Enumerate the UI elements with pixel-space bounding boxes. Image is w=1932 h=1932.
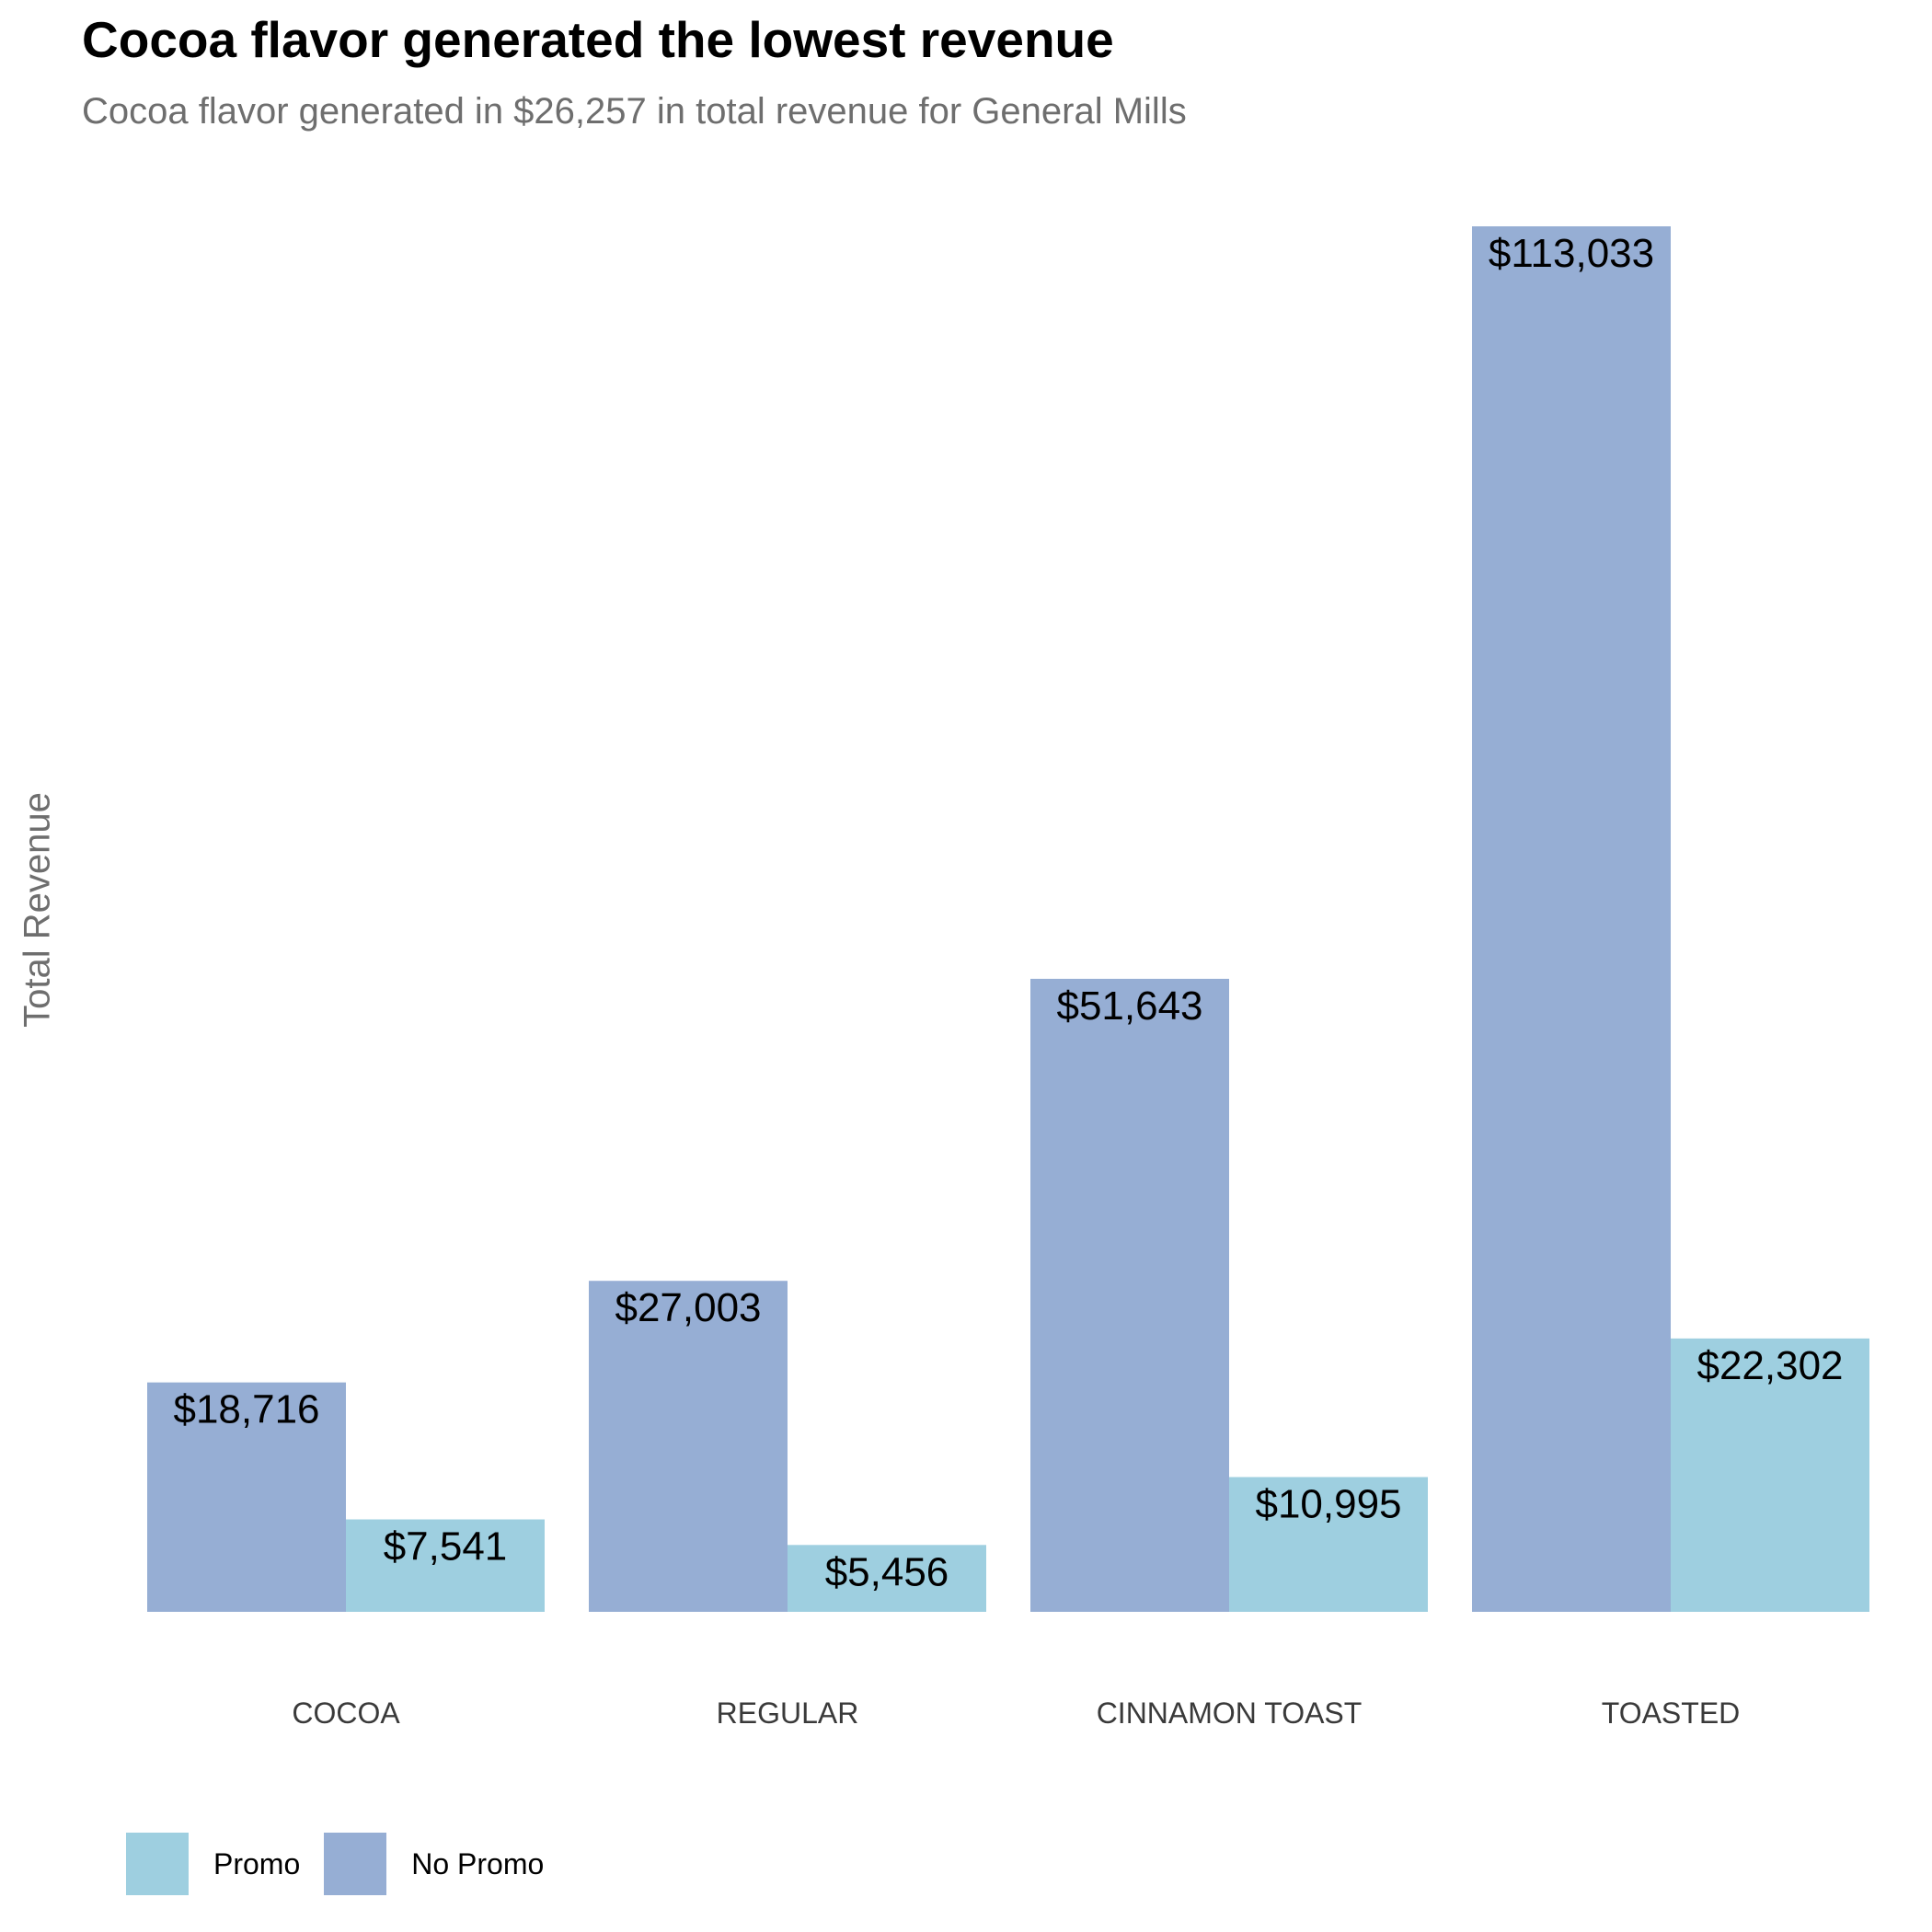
bar-cocoa-no-promo xyxy=(147,1382,346,1612)
x-tick-label-cocoa: COCOA xyxy=(292,1696,400,1730)
x-tick-label-toasted: TOASTED xyxy=(1602,1696,1741,1730)
legend-swatch-promo xyxy=(126,1833,189,1895)
data-label-toasted-promo: $22,302 xyxy=(1696,1343,1843,1388)
data-label-cocoa-promo: $7,541 xyxy=(384,1524,508,1570)
data-label-regular-no-promo: $27,003 xyxy=(615,1285,761,1330)
data-label-cinnamon-toast-promo: $10,995 xyxy=(1255,1482,1401,1527)
x-tick-label-cinnamon-toast: CINNAMON TOAST xyxy=(1097,1696,1363,1730)
data-label-toasted-no-promo: $113,033 xyxy=(1489,231,1654,276)
data-label-cinnamon-toast-no-promo: $51,643 xyxy=(1056,983,1202,1029)
legend-item-promo: Promo xyxy=(126,1833,300,1895)
legend-label-no-promo: No Promo xyxy=(411,1846,545,1880)
chart-title: Cocoa flavor generated the lowest revenu… xyxy=(82,11,1114,68)
legend: Promo No Promo xyxy=(126,1833,568,1895)
legend-item-no-promo: No Promo xyxy=(324,1833,544,1895)
bar-toasted-no-promo xyxy=(1472,226,1671,1612)
bar-cinnamon-toast-promo xyxy=(1229,1477,1428,1612)
bars-group xyxy=(147,226,1869,1612)
bar-regular-promo xyxy=(788,1545,986,1612)
legend-swatch-no-promo xyxy=(324,1833,387,1895)
bar-toasted-promo xyxy=(1671,1338,1869,1612)
x-axis-tick-labels: COCOA REGULAR CINNAMON TOAST TOASTED xyxy=(292,1696,1740,1730)
x-tick-label-regular: REGULAR xyxy=(717,1696,859,1730)
bar-cinnamon-toast-no-promo xyxy=(1030,978,1229,1612)
legend-label-promo: Promo xyxy=(213,1846,301,1880)
chart-subtitle: Cocoa flavor generated in $26,257 in tot… xyxy=(82,91,1187,132)
data-label-regular-promo: $5,456 xyxy=(825,1549,949,1594)
bar-regular-no-promo xyxy=(589,1281,788,1612)
bar-cocoa-promo xyxy=(346,1519,545,1612)
bar-labels-group: $18,716 $7,541 $27,003 $5,456 $51,643 $10,995… xyxy=(173,231,1843,1594)
data-label-cocoa-no-promo: $18,716 xyxy=(173,1387,319,1432)
